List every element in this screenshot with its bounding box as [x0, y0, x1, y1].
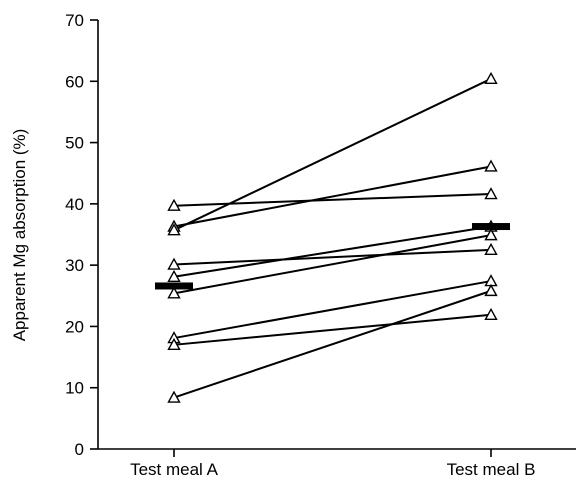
- data-point: [484, 228, 498, 241]
- data-point: [484, 242, 498, 256]
- data-point: [167, 269, 181, 282]
- x-tick-label: Test meal A: [130, 460, 219, 479]
- data-markers: [167, 71, 498, 403]
- data-point: [167, 223, 181, 236]
- data-point: [484, 307, 498, 320]
- mean-bar: [472, 223, 510, 231]
- series-line: [173, 165, 492, 228]
- data-point: [167, 257, 181, 270]
- series-line: [173, 280, 492, 340]
- data-point: [484, 159, 498, 172]
- y-tick-label: 10: [65, 379, 84, 398]
- y-tick-label: 40: [65, 195, 84, 214]
- series-line: [173, 193, 492, 207]
- y-tick-label: 20: [65, 317, 84, 336]
- x-tick-label: Test meal B: [447, 460, 536, 479]
- data-point: [484, 283, 498, 297]
- data-point: [167, 390, 181, 403]
- series-line: [173, 248, 492, 266]
- y-tick-label: 70: [65, 11, 84, 30]
- mean-bar: [155, 282, 193, 290]
- data-point: [167, 337, 181, 351]
- series-line: [173, 313, 492, 346]
- x-axis-ticks: Test meal A Test meal B: [130, 449, 535, 479]
- y-tick-label: 60: [65, 72, 84, 91]
- series-line: [173, 77, 492, 232]
- y-axis-title: Apparent Mg absorption (%): [10, 129, 29, 342]
- paired-series-lines: [173, 77, 492, 399]
- data-point: [167, 286, 181, 299]
- data-point: [167, 198, 181, 211]
- series-line: [173, 234, 492, 295]
- y-tick-label: 0: [75, 440, 84, 459]
- data-point: [484, 71, 498, 85]
- y-axis-ticks: 0 10 20 30 40 50 60 70: [65, 11, 98, 459]
- mean-bars: [155, 223, 510, 290]
- y-tick-label: 30: [65, 256, 84, 275]
- series-line: [173, 289, 492, 399]
- data-point: [484, 187, 498, 200]
- series-line: [173, 225, 492, 278]
- y-tick-label: 50: [65, 134, 84, 153]
